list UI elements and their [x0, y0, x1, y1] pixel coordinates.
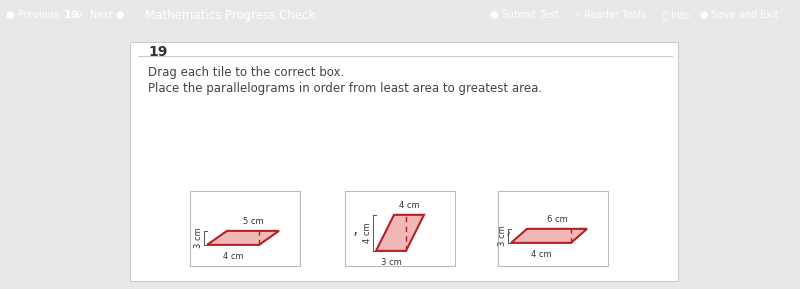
Text: ,: , — [506, 220, 510, 238]
Text: Mathematics Progress Check: Mathematics Progress Check — [145, 9, 315, 22]
Polygon shape — [511, 229, 587, 243]
Text: ● Save and Exit: ● Save and Exit — [700, 10, 778, 20]
Text: 6 cm: 6 cm — [546, 215, 567, 224]
Text: ● Submit Test: ● Submit Test — [490, 10, 558, 20]
Text: ,: , — [352, 220, 358, 238]
Text: 4 cm: 4 cm — [222, 252, 243, 261]
Text: ✓ Reader Tools: ✓ Reader Tools — [573, 10, 646, 20]
Text: 4 cm: 4 cm — [530, 250, 551, 259]
Text: 3 cm: 3 cm — [194, 227, 203, 248]
Text: 19: 19 — [64, 10, 80, 20]
Polygon shape — [207, 231, 279, 245]
FancyBboxPatch shape — [190, 191, 300, 266]
Text: 3 cm: 3 cm — [381, 258, 402, 267]
Text: Drag each tile to the correct box.: Drag each tile to the correct box. — [148, 66, 344, 79]
Text: ⓘ Info: ⓘ Info — [662, 10, 690, 20]
Text: ∨: ∨ — [76, 10, 83, 20]
Text: 5 cm: 5 cm — [242, 217, 263, 226]
Polygon shape — [376, 215, 424, 251]
FancyBboxPatch shape — [345, 191, 455, 266]
FancyBboxPatch shape — [498, 191, 608, 266]
Text: 4 cm: 4 cm — [363, 223, 372, 243]
Text: ● Previous: ● Previous — [6, 10, 59, 20]
Text: Next ●: Next ● — [90, 10, 125, 20]
Text: 19: 19 — [148, 45, 167, 59]
Text: 3 cm: 3 cm — [498, 225, 507, 246]
Text: 4 cm: 4 cm — [398, 201, 419, 210]
Text: Place the parallelograms in order from least area to greatest area.: Place the parallelograms in order from l… — [148, 82, 542, 95]
FancyBboxPatch shape — [130, 42, 678, 281]
